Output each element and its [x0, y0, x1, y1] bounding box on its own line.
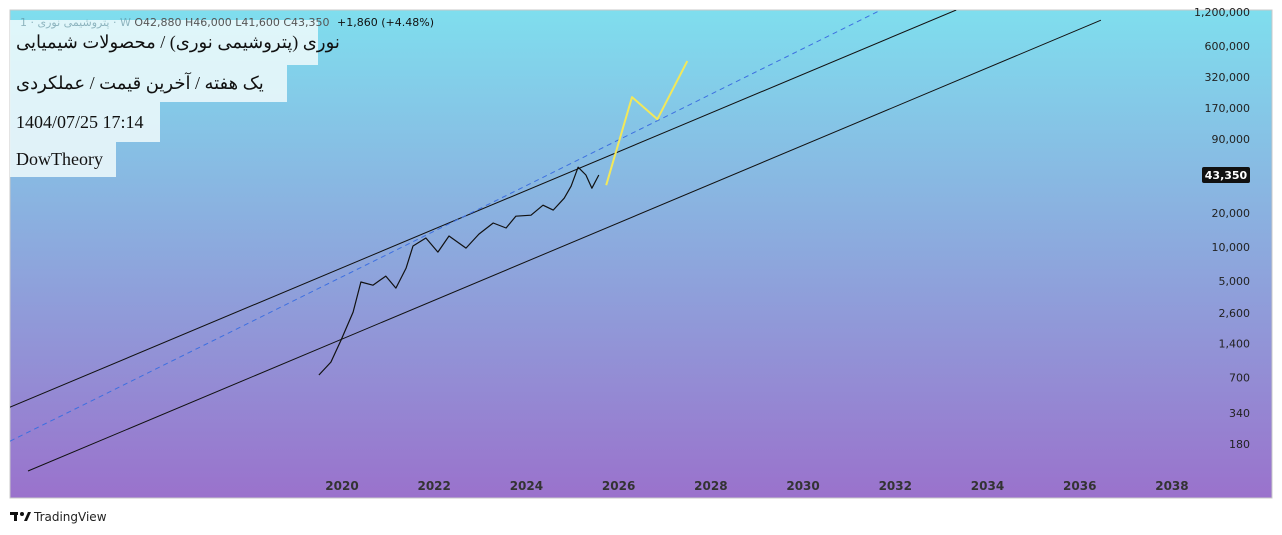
x-tick-label: 2028 [694, 479, 727, 493]
y-tick-label: 600,000 [1205, 40, 1251, 53]
x-tick-label: 2036 [1063, 479, 1096, 493]
price-line [318, 166, 600, 376]
ohlc-values: O42,880 H46,000 L41,600 C43,350 [134, 16, 330, 29]
price-line [605, 60, 689, 186]
y-tick-label: 180 [1229, 438, 1250, 451]
y-tick-label: 1,200,000 [1194, 6, 1250, 19]
price-line [10, 10, 957, 408]
title: نوری (پتروشیمی نوری) / محصولات شیمیایی [10, 20, 340, 65]
price-line [27, 19, 1102, 472]
price-change: +1,860 (+4.48%) [337, 16, 434, 29]
brand: TradingView [34, 510, 107, 524]
ohlc-legend: پتروشیمی نوری · 1 · W O42,880 H46,000 L4… [20, 16, 434, 29]
x-tick-label: 2022 [417, 479, 450, 493]
plot-area [10, 10, 1102, 472]
y-tick-label: 700 [1229, 371, 1250, 384]
y-tick-label: 20,000 [1212, 207, 1251, 220]
x-tick-label: 2020 [325, 479, 358, 493]
x-tick-label: 2024 [510, 479, 543, 493]
brand-logo [10, 512, 31, 521]
author: DowTheory [10, 142, 116, 177]
x-tick-label: 2038 [1155, 479, 1188, 493]
x-tick-label: 2034 [971, 479, 1004, 493]
axes: 180 340 700 1,400 2,600 5,000 10,000 20,000 90,0… [325, 6, 1250, 493]
x-tick-label: 2026 [602, 479, 635, 493]
x-tick-label: 2032 [879, 479, 912, 493]
symbol: پتروشیمی نوری · 1 · W [20, 16, 131, 29]
y-tick-label: 2,600 [1219, 307, 1251, 320]
last-price-marker [1202, 166, 1250, 183]
y-tick-label: 170,000 [1205, 102, 1251, 115]
y-tick-label: 5,000 [1219, 275, 1251, 288]
last-price-label: 43,350 [1205, 169, 1248, 182]
timestamp: 1404/07/25 17:14 [10, 102, 160, 142]
x-tick-label: 2030 [786, 479, 819, 493]
y-tick-label: 340 [1229, 407, 1250, 420]
subtitle: یک هفته / آخرین قیمت / عملکردی [10, 65, 287, 102]
y-tick-label: 10,000 [1212, 241, 1251, 254]
y-tick-label: 90,000 [1212, 133, 1251, 146]
y-tick-label: 320,000 [1205, 71, 1251, 84]
y-tick-label: 1,400 [1219, 337, 1251, 350]
